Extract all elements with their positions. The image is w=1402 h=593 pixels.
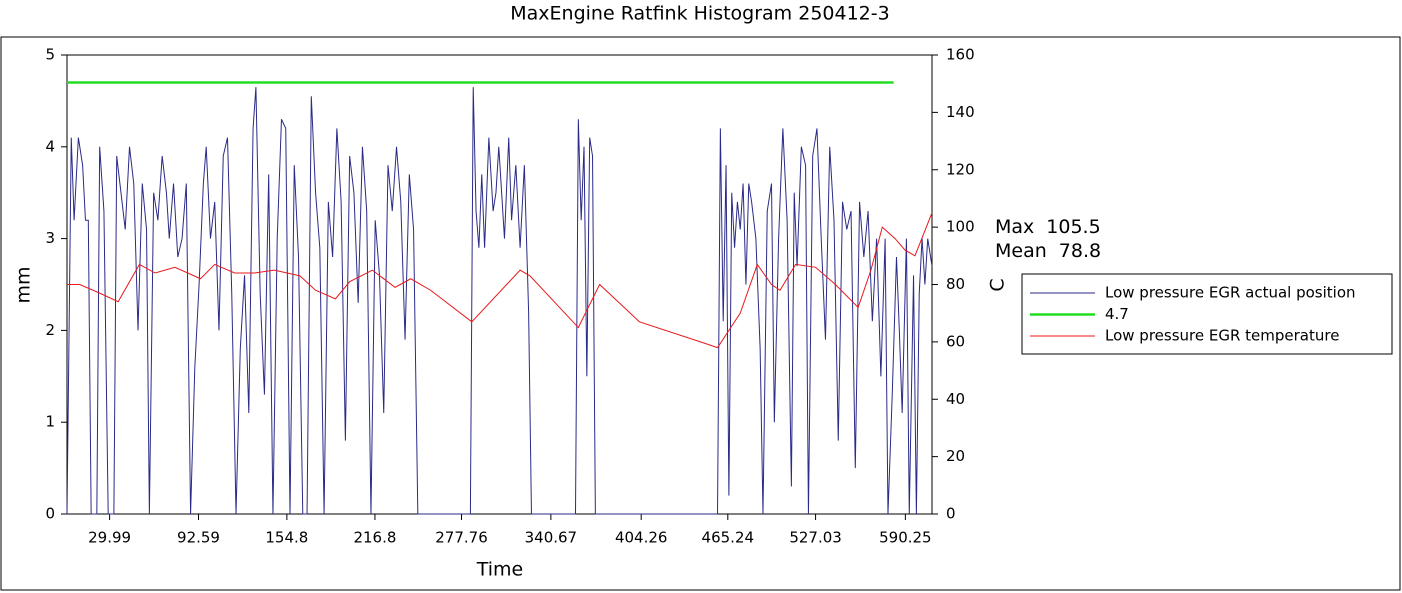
y-axis-label: mm [13,266,35,303]
x-tick-label: 216.8 [353,529,396,547]
y2-tick-label: 140 [946,103,975,121]
plot-area [66,54,933,515]
x-tick-label: 154.8 [265,529,308,547]
legend-label: 4.7 [1105,305,1129,323]
legend-label: Low pressure EGR temperature [1105,327,1339,345]
x-tick-label: 404.26 [615,529,668,547]
y2-tick-label: 40 [946,390,965,408]
y2-tick-label: 120 [946,160,975,178]
stat-mean: Mean 78.8 [995,240,1101,262]
chart-title: MaxEngine Ratfink Histogram 250412-3 [510,3,889,25]
y-tick-label: 5 [45,46,55,64]
y2-tick-label: 20 [946,447,965,465]
series-line [66,87,933,515]
stat-value: 78.8 [1059,240,1101,262]
legend-label: Low pressure EGR actual position [1105,284,1356,302]
stat-label: Mean [995,240,1047,262]
y2-tick-label: 0 [946,505,956,523]
x-tick-label: 527.03 [789,529,842,547]
x-axis-label: Time [476,559,524,581]
y-tick-label: 1 [45,413,55,431]
frame [0,36,1401,591]
x-tick-label: 590.25 [879,529,932,547]
stat-max: Max 105.5 [995,216,1101,238]
y-tick-label: 0 [45,505,55,523]
x-tick-label: 465.24 [702,529,755,547]
y2-axis-label: C [987,278,1009,291]
y2-tick-label: 60 [946,332,965,350]
x-tick-label: 92.59 [177,529,220,547]
y2-tick-label: 100 [946,218,975,236]
y2-tick-label: 80 [946,275,965,293]
stat-label: Max [995,216,1034,238]
stat-value: 105.5 [1046,216,1100,238]
x-tick-label: 29.99 [88,529,131,547]
y-tick-label: 3 [45,229,55,247]
x-tick-label: 277.76 [435,529,488,547]
y2-tick-label: 160 [946,46,975,64]
x-tick-label: 340.67 [525,529,578,547]
y-tick-label: 2 [45,321,55,339]
series-line [67,212,933,349]
y-tick-label: 4 [45,137,55,155]
